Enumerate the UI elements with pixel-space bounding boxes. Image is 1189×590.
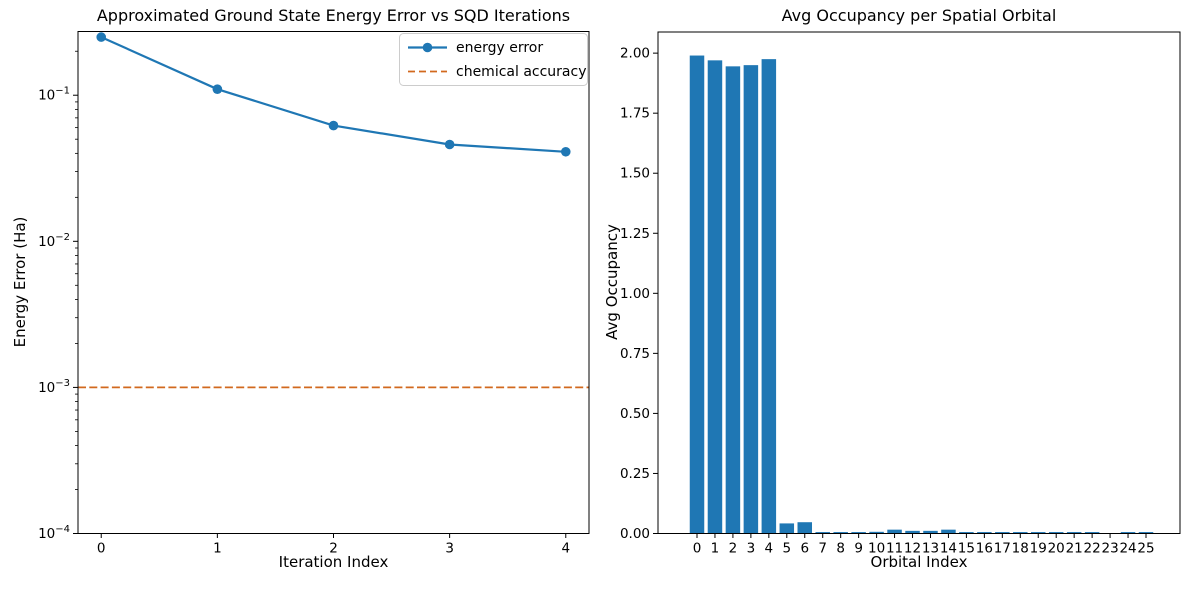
y-tick-label: 10−1: [38, 86, 70, 104]
x-tick-label: 6: [800, 541, 809, 557]
occupancy-bar: [1013, 532, 1028, 534]
y-tick-label: 0.50: [620, 406, 650, 422]
occupancy-bar: [1048, 532, 1064, 534]
x-tick-label: 22: [1084, 541, 1101, 557]
x-tick-label: 21: [1066, 541, 1083, 557]
energy-error-marker: [96, 32, 107, 42]
occupancy-bar: [689, 55, 705, 534]
left-chart-title: Approximated Ground State Energy Error v…: [96, 6, 571, 25]
energy-error-marker: [212, 84, 223, 94]
energy-error-marker: [444, 139, 455, 150]
y-tick-label: 0.00: [620, 526, 650, 542]
y-tick-label: 1.50: [620, 166, 650, 182]
x-tick-label: 4: [561, 541, 570, 557]
y-tick-label: 0.75: [620, 346, 650, 362]
x-tick-label: 11: [886, 541, 903, 557]
occupancy-bar: [869, 531, 884, 534]
x-tick-label: 1: [711, 541, 720, 557]
x-tick-label: 14: [940, 541, 957, 557]
y-tick-label: 2.00: [620, 46, 650, 62]
occupancy-bar: [743, 65, 759, 534]
occupancy-bar: [1084, 532, 1100, 534]
occupancy-bar: [941, 529, 956, 534]
x-tick-label: 25: [1137, 541, 1154, 557]
occupancy-bar: [905, 530, 920, 534]
y-tick-label: 1.25: [620, 226, 650, 242]
occupancy-bar: [995, 532, 1010, 534]
x-tick-label: 3: [445, 541, 454, 557]
left-yaxis-label: Energy Error (Ha): [11, 216, 29, 348]
energy-error-marker: [328, 120, 339, 131]
x-tick-label: 1: [213, 541, 222, 557]
y-tick-label: 10−3: [38, 378, 70, 396]
right-xaxis-label: Orbital Index: [870, 553, 968, 571]
legend: energy error chemical accuracy: [399, 33, 588, 86]
occupancy-bar: [707, 60, 723, 534]
occupancy-bar: [1066, 532, 1082, 534]
occupancy-bar: [1030, 532, 1046, 534]
occupancy-bar: [725, 66, 741, 534]
x-tick-label: 23: [1101, 541, 1118, 557]
x-tick-label: 17: [994, 541, 1011, 557]
x-tick-label: 10: [868, 541, 885, 557]
y-tick-label: 0.25: [620, 466, 650, 482]
energy-error-chart: 10−1 10−2 10−3 10−4 0 1 2 3 4 energy error chemica…: [38, 31, 590, 557]
x-tick-label: 18: [1012, 541, 1029, 557]
right-chart-title: Avg Occupancy per Spatial Orbital: [781, 6, 1057, 25]
legend-label-energy-error: energy error: [456, 40, 543, 56]
occupancy-bar: [1120, 532, 1136, 534]
left-xaxis-label: Iteration Index: [278, 553, 389, 571]
y-tick-label: 1.00: [620, 286, 650, 302]
occupancy-bar: [851, 532, 866, 534]
x-tick-label: 5: [783, 541, 792, 557]
occupancy-bar: [923, 530, 938, 534]
y-tick-label: 10−4: [38, 524, 70, 542]
y-tick-label: 1.75: [620, 106, 650, 122]
x-tick-label: 19: [1030, 541, 1047, 557]
x-tick-label: 8: [836, 541, 845, 557]
legend-label-chemical-accuracy: chemical accuracy: [456, 64, 587, 80]
occupancy-bar: [977, 532, 992, 534]
x-tick-label: 0: [97, 541, 106, 557]
x-tick-label: 2: [329, 541, 338, 557]
x-tick-label: 16: [976, 541, 993, 557]
x-tick-label: 15: [958, 541, 975, 557]
x-tick-label: 9: [854, 541, 863, 557]
x-tick-label: 12: [904, 541, 921, 557]
occupancy-bar: [797, 522, 813, 534]
energy-error-marker: [560, 146, 571, 157]
occupancy-bar: [1138, 532, 1154, 534]
x-tick-label: 20: [1048, 541, 1065, 557]
x-tick-label: 7: [818, 541, 827, 557]
occupancy-bar: [887, 529, 902, 534]
right-yaxis-label: Avg Occupancy: [603, 224, 621, 340]
occupancy-bar: [959, 532, 974, 534]
x-tick-label: 4: [765, 541, 774, 557]
x-tick-label: 13: [922, 541, 939, 557]
occupancy-bar: [761, 59, 777, 534]
x-tick-label: 24: [1119, 541, 1136, 557]
occupancy-chart: 0.000.250.500.751.001.251.501.752.000 1 2 3…: [620, 31, 1181, 557]
occupancy-bar: [779, 523, 795, 534]
x-tick-label: 0: [693, 541, 702, 557]
occupancy-bar: [833, 532, 848, 534]
x-tick-label: 2: [729, 541, 738, 557]
x-tick-label: 3: [747, 541, 756, 557]
y-tick-label: 10−2: [38, 232, 70, 250]
occupancy-bar: [815, 532, 830, 534]
